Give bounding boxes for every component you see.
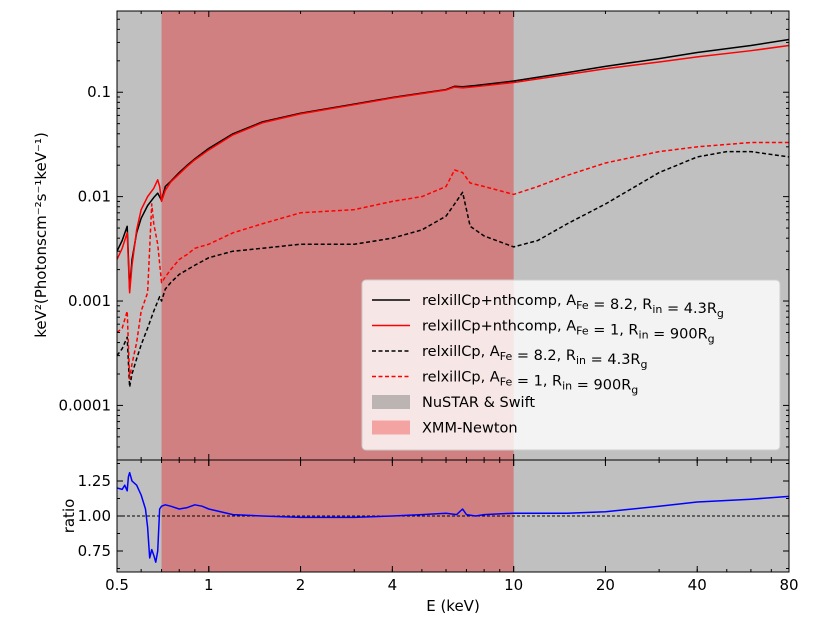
legend-box <box>361 279 781 451</box>
legend-subscript: in <box>562 380 572 393</box>
legend-patch-4 <box>372 395 410 409</box>
x-tick-label: 0.5 <box>105 576 129 594</box>
legend-patch-5 <box>372 420 410 435</box>
spectrum-ticks: 0.0001 0.001 0.01 0.1 <box>59 11 790 461</box>
legend-subscript: in <box>639 329 649 342</box>
ratio-y-axis-label: ratio <box>60 499 78 534</box>
legend-label-5: XMM-Newton <box>422 421 518 437</box>
ratio-y-tick-label: 0.75 <box>78 542 111 560</box>
spectrum-series-group <box>117 38 789 388</box>
legend-label-4: NuSTAR & Swift <box>422 395 535 411</box>
legend-text-part: relxillCp, A <box>422 344 500 360</box>
legend-label-1: relxillCp+nthcomp, AFe = 1, Rin = 900Rg <box>422 319 715 346</box>
legend-text-part: = 900R <box>649 327 708 343</box>
legend-label-2: relxillCp, AFe = 8.2, Rin = 4.3Rg <box>422 344 648 371</box>
x-tick-label: 10 <box>504 576 523 594</box>
x-tick-label: 20 <box>596 576 615 594</box>
x-axis-label: E (keV) <box>426 597 480 615</box>
ratio-panel: 0.5 1 2 4 10 20 40 80 0.75 1.00 1.25 ratio E (keV) <box>60 459 799 615</box>
legend-subscript: g <box>708 333 715 346</box>
legend-text-part: = 8.2, R <box>589 297 653 313</box>
legend-text-part: relxillCp+nthcomp, A <box>422 319 576 335</box>
x-tick-label: 4 <box>388 576 398 594</box>
series-relxillcp-afe-1 <box>117 141 789 380</box>
spectrum-y-tick-label: 0.1 <box>87 83 111 101</box>
spectrum-y-tick-label: 0.001 <box>68 292 111 310</box>
x-tick-label: 80 <box>779 576 798 594</box>
series-relxillcp-nthcomp-afe-8-2 <box>117 38 789 290</box>
legend-subscript: in <box>576 354 586 367</box>
legend-label-3: relxillCp, AFe = 1, Rin = 900Rg <box>422 370 638 397</box>
legend-subscript: g <box>641 358 648 371</box>
legend-text-part: = 1, R <box>512 374 562 390</box>
legend-subscript: Fe <box>500 376 513 389</box>
spectrum-panel: 0.0001 0.001 0.01 0.1 keV²(Photonscm⁻²s⁻¹ke… <box>32 10 790 461</box>
series-ratio <box>117 471 789 563</box>
x-tick-label: 2 <box>296 576 306 594</box>
spectrum-y-tick-label: 0.0001 <box>59 396 112 414</box>
legend-text-part: relxillCp, A <box>422 370 500 386</box>
series-relxillcp-afe-8-2 <box>117 150 789 388</box>
legend-text-part: relxillCp+nthcomp, A <box>422 293 576 309</box>
x-tick-label: 1 <box>204 576 214 594</box>
legend: relxillCp+nthcomp, AFe = 8.2, Rin = 4.3R… <box>361 279 781 451</box>
legend-subscript: Fe <box>576 325 589 338</box>
spectrum-y-axis-label: keV²(Photonscm⁻²s⁻¹keV⁻¹) <box>32 132 50 338</box>
legend-text-part: = 4.3R <box>662 301 717 317</box>
legend-text-part: = 4.3R <box>586 352 641 368</box>
legend-subscript: in <box>652 303 662 316</box>
ratio-plot-frame <box>116 459 790 573</box>
series-relxillcp-nthcomp-afe-1 <box>117 44 789 294</box>
ratio-y-tick-label: 1.00 <box>78 507 111 525</box>
spectrum-y-tick-label: 0.01 <box>78 188 111 206</box>
ratio-ticks: 0.5 1 2 4 10 20 40 80 0.75 1.00 1.25 <box>78 460 799 594</box>
legend-text-part: = 1, R <box>589 323 639 339</box>
legend-text-part: = 900R <box>572 378 631 394</box>
x-tick-label: 40 <box>688 576 707 594</box>
ratio-y-tick-label: 1.25 <box>78 472 111 490</box>
legend-text-part: = 8.2, R <box>512 348 576 364</box>
legend-label-0: relxillCp+nthcomp, AFe = 8.2, Rin = 4.3R… <box>422 293 724 320</box>
legend-subscript: g <box>631 384 638 397</box>
ratio-series-group <box>117 471 789 563</box>
legend-subscript: Fe <box>576 299 589 312</box>
legend-subscript: Fe <box>500 350 513 363</box>
legend-subscript: g <box>717 307 724 320</box>
